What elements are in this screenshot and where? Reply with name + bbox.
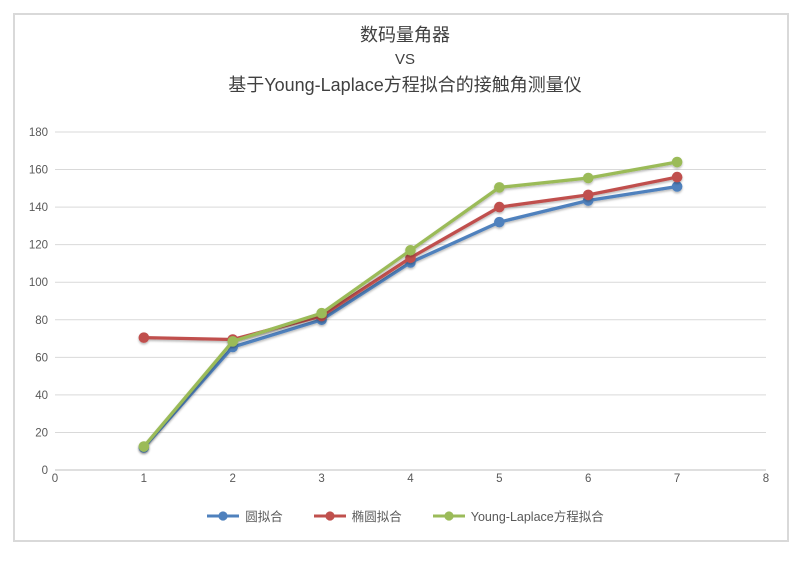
legend-label: 椭圆拟合	[351, 510, 402, 524]
y-axis-tick-label: 80	[35, 315, 48, 327]
series-marker	[138, 441, 150, 452]
x-axis-tick-label: 4	[407, 473, 414, 485]
legend-marker	[325, 510, 335, 521]
series-marker	[671, 181, 683, 192]
series-marker	[227, 336, 239, 347]
y-axis-tick-label: 100	[29, 277, 48, 289]
x-axis-tick-label: 1	[141, 473, 147, 485]
chart-frame	[13, 13, 789, 542]
legend-label: Young-Laplace方程拟合	[470, 510, 604, 524]
series-marker	[671, 171, 683, 183]
legend-item: 椭圆拟合	[313, 506, 402, 525]
y-axis-tick-label: 20	[35, 427, 48, 439]
chart-title-line3: 基于Young-Laplace方程拟合的接触角测量仪	[228, 75, 582, 95]
legend-label: 圆拟合	[245, 510, 283, 524]
legend-swatch-line-marker-icon	[313, 510, 346, 521]
series-marker	[582, 172, 594, 184]
x-axis-tick-label: 3	[318, 473, 324, 485]
x-axis-tick-label: 6	[585, 473, 591, 485]
x-axis-tick-label: 2	[230, 473, 236, 485]
series-marker	[494, 182, 505, 193]
chart-legend: 圆拟合 椭圆拟合 Young-Laplace方程拟合	[0, 506, 810, 525]
legend-swatch-line-marker-icon	[432, 510, 465, 521]
y-axis-tick-label: 180	[29, 127, 48, 139]
series-line	[142, 160, 679, 449]
legend-marker	[218, 510, 228, 521]
legend-item: Young-Laplace方程拟合	[432, 506, 604, 525]
series-marker	[494, 216, 505, 228]
x-axis-tick-label: 8	[763, 473, 769, 485]
x-axis-tick-label: 5	[496, 473, 502, 485]
legend-swatch-line-marker-icon	[207, 510, 240, 521]
chart-title: 数码量角器 VS 基于Young-Laplace方程拟合的接触角测量仪	[0, 22, 810, 98]
series-圆拟合	[138, 181, 683, 453]
series-marker	[582, 189, 594, 201]
legend-marker	[444, 510, 454, 521]
x-axis-tick-label: 0	[52, 473, 58, 485]
x-axis-tick-label: 7	[674, 473, 680, 485]
y-axis-tick-label: 60	[35, 352, 48, 364]
y-axis-tick-label: 120	[29, 240, 48, 252]
series-line	[142, 184, 679, 450]
series-marker	[405, 245, 416, 256]
y-axis-tick-label: 40	[35, 390, 48, 402]
chart-title-line1: 数码量角器	[360, 25, 450, 45]
series-marker	[138, 332, 150, 343]
series-marker	[671, 156, 683, 168]
series-marker	[405, 252, 416, 264]
series-Young-Laplace方程拟合	[138, 156, 683, 452]
y-axis-tick-label: 160	[29, 165, 48, 177]
chart-title-line2: VS	[394, 51, 415, 68]
series-marker	[494, 201, 505, 213]
y-axis-tick-label: 0	[42, 465, 48, 477]
series-marker	[316, 307, 327, 319]
legend-item: 圆拟合	[206, 506, 283, 525]
y-axis-tick-label: 140	[29, 202, 48, 214]
